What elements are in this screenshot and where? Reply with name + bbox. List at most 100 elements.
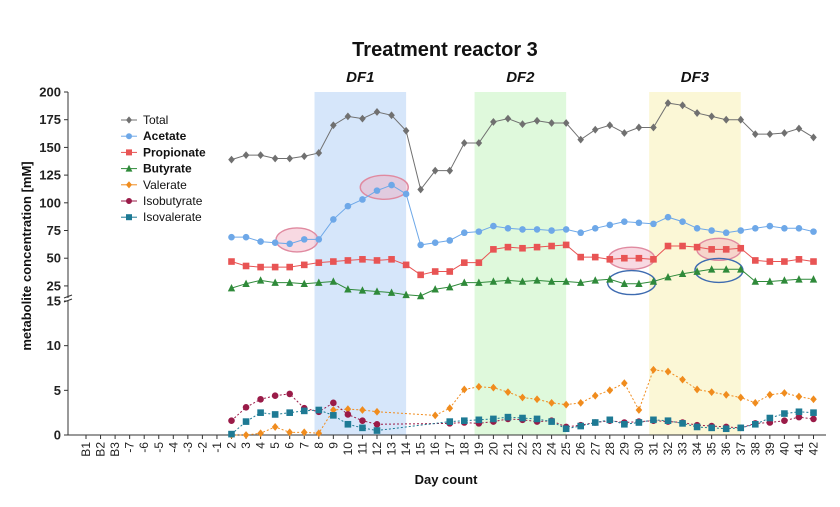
data-point [475,139,483,147]
data-point [126,181,132,189]
data-point [242,279,250,288]
data-point [518,277,527,285]
legend-item-total: Total [121,113,168,127]
data-point [693,385,701,394]
data-point [446,418,454,425]
x-tick-label: 40 [777,442,791,456]
data-point [359,114,366,123]
x-tick-label: 8 [312,442,326,449]
data-point [562,241,570,249]
data-point [810,258,817,265]
x-tick-label: 32 [661,442,675,456]
data-point [504,114,512,123]
data-point [766,222,774,230]
data-point [446,237,454,244]
data-point [271,239,279,247]
x-tick-labels: B1 B2 B3 -7 -6 -5 -4 -3 -2 -1 2 3 4 5 6 7 8 9 10 11 12 13 14 15… [79,442,821,457]
data-point [664,99,672,107]
x-tick-label: B3 [108,442,122,457]
data-point [693,267,701,275]
data-point [446,282,454,291]
data-point [606,221,614,229]
data-point [679,375,686,384]
data-point [490,118,497,126]
data-point [431,285,439,293]
x-tick-label: 38 [748,442,762,456]
data-point [461,229,468,237]
data-point [708,227,715,234]
data-point [533,243,541,251]
data-point [533,276,541,284]
data-point [650,365,657,374]
data-point [621,254,628,262]
data-point [460,278,468,286]
data-point [795,413,803,421]
data-point [315,236,323,243]
data-point [271,278,279,286]
data-point [359,196,366,203]
y-tick-label: 0 [54,428,61,443]
data-point [679,218,686,225]
data-point [475,228,483,235]
data-point [795,408,803,416]
data-point [780,276,789,284]
data-point [591,276,599,284]
data-point [257,263,264,271]
data-point [722,390,730,399]
data-point [737,227,745,234]
data-point [242,262,250,270]
data-point [300,152,308,161]
data-point [519,414,526,422]
legend-item-valerate: Valerate [121,178,187,192]
data-point [606,275,614,283]
data-point [795,224,803,232]
y-tick-label: 150 [39,140,61,155]
data-point [562,277,570,285]
series-gap-line [376,411,436,416]
series-lines [227,99,818,439]
data-point [766,130,774,139]
data-point [490,246,497,253]
data-point [228,258,235,265]
data-point [344,112,352,121]
y-axis-label: metabolite concentration [mM] [19,161,34,350]
x-tick-label: 5 [268,442,282,449]
x-tick-label: 2 [225,442,239,449]
data-point [664,242,672,250]
data-point [562,119,570,127]
period-label-bg [324,62,397,90]
data-point [752,420,759,428]
data-point [649,277,658,285]
data-point [708,424,715,432]
data-point [315,406,323,414]
data-point [533,395,541,404]
data-point [679,242,686,250]
data-point [781,258,788,265]
data-point [126,149,132,156]
data-point [300,428,308,437]
data-point [431,239,439,247]
data-point [373,257,381,264]
x-tick-label: 19 [472,442,486,456]
data-point [330,258,337,265]
data-point [548,398,555,407]
y-tick-label: 200 [39,85,61,100]
data-point [373,420,381,428]
data-point [621,420,628,428]
data-point [257,238,264,245]
data-point [344,411,352,418]
series-butyrate [227,265,818,300]
legend-label: Total [143,113,168,127]
series-valerate [228,365,817,439]
data-point [635,123,643,132]
x-tick-label: 25 [559,442,573,456]
data-point [461,259,468,266]
x-tick-label: 30 [632,442,646,456]
x-tick-label: 12 [370,442,384,456]
data-point [359,424,366,432]
period-band-df1 [314,92,407,435]
data-point [228,430,235,438]
data-point [344,202,352,210]
data-point [373,427,381,434]
y-tick-labels: 25 50 75 100 125 150 175 200 0 5 10 15 [39,85,61,443]
